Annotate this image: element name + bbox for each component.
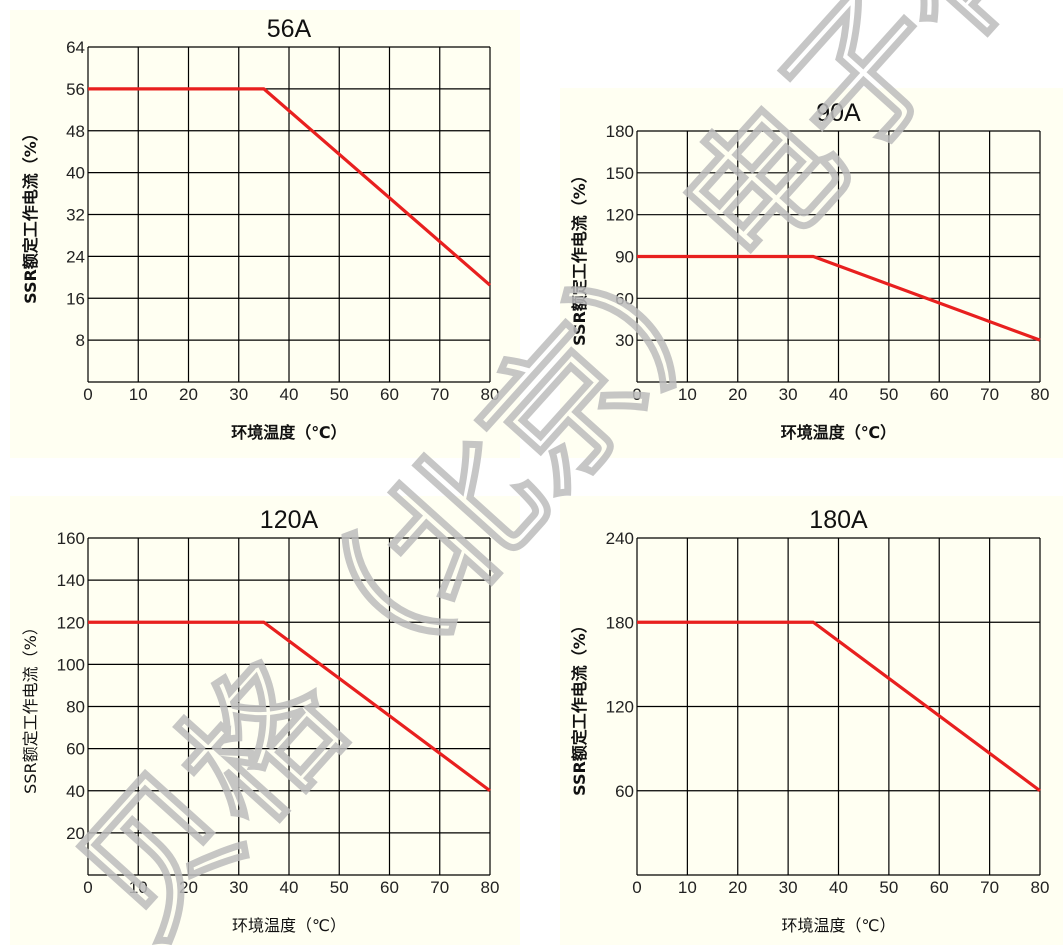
chart-3-x-tick-label-0: 0: [83, 878, 92, 897]
chart-1-series-line-0: [88, 87, 492, 287]
chart-1-y-tick-label-4: 40: [66, 164, 85, 183]
chart-3-series-line-0: [88, 620, 491, 793]
chart-1-y-tick-label-6: 56: [66, 80, 85, 99]
chart-1-x-tick-label-6: 60: [380, 385, 399, 404]
chart-4-title: 180A: [809, 506, 868, 534]
chart-3-x-tick-label-6: 60: [380, 878, 399, 897]
chart-3-y-tick-label-7: 160: [57, 529, 85, 548]
chart-panel-56a: [10, 10, 520, 458]
chart-3-x-tick-label-1: 10: [129, 878, 148, 897]
chart-2-x-tick-label-6: 60: [930, 385, 949, 404]
chart-3-x-tick-label-2: 20: [179, 878, 198, 897]
chart-2-x-tick-label-0: 0: [632, 385, 641, 404]
chart-2-x-tick-label-2: 20: [728, 385, 747, 404]
chart-1-x-tick-label-2: 20: [179, 385, 198, 404]
chart-2-x-tick-label-5: 50: [879, 385, 898, 404]
chart-4-x-tick-label-6: 60: [930, 878, 949, 897]
chart-3-x-tick-label-7: 70: [430, 878, 449, 897]
chart-1-title: 56A: [267, 15, 312, 43]
chart-3-x-tick-label-8: 80: [481, 878, 500, 897]
chart-3-y-tick-label-4: 100: [57, 655, 85, 674]
chart-4-x-tick-label-1: 10: [678, 878, 697, 897]
chart-4-x-tick-label-5: 50: [879, 878, 898, 897]
chart-3-title: 120A: [260, 506, 319, 534]
chart-1-y-tick-label-3: 32: [66, 206, 85, 225]
chart-3-y-tick-label-5: 120: [57, 613, 85, 632]
chart-4-x-tick-label-2: 20: [728, 878, 747, 897]
chart-2-y-tick-label-1: 60: [615, 289, 634, 308]
chart-1-x-tick-label-3: 30: [229, 385, 248, 404]
chart-2-y-axis-label: SSR额定工作电流（%）: [570, 167, 589, 346]
chart-2-y-tick-label-4: 150: [606, 164, 634, 183]
chart-2-x-axis-label: 环境温度（℃）: [781, 423, 896, 442]
chart-4-x-tick-label-0: 0: [632, 878, 641, 897]
chart-panel-180a: [560, 496, 1063, 945]
chart-4-x-axis-label: 环境温度（℃）: [782, 916, 896, 935]
chart-1-x-tick-label-5: 50: [330, 385, 349, 404]
chart-1-x-tick-label-0: 0: [83, 385, 92, 404]
chart-4-x-tick-label-7: 70: [980, 878, 999, 897]
chart-panel-90a: [560, 88, 1063, 458]
chart-1-y-tick-label-1: 16: [66, 289, 85, 308]
chart-4-x-tick-label-4: 40: [829, 878, 848, 897]
chart-3-y-tick-label-1: 40: [66, 782, 85, 801]
chart-1-x-tick-label-4: 40: [280, 385, 299, 404]
chart-1-y-tick-label-0: 8: [76, 331, 85, 350]
chart-4-x-tick-label-3: 30: [779, 878, 798, 897]
chart-2-title: 90A: [816, 99, 861, 127]
chart-3-y-tick-label-6: 140: [57, 571, 85, 590]
chart-4-y-tick-label-0: 60: [615, 782, 634, 801]
chart-2-y-tick-label-2: 90: [615, 248, 634, 267]
chart-1-x-axis-label: 环境温度（℃）: [231, 423, 346, 442]
chart-2-x-tick-label-1: 10: [678, 385, 697, 404]
chart-2-x-tick-label-4: 40: [829, 385, 848, 404]
chart-4-y-tick-label-3: 240: [606, 529, 634, 548]
chart-2-x-tick-label-8: 80: [1031, 385, 1050, 404]
chart-4-y-axis-label: SSR额定工作电流（%）: [570, 617, 589, 796]
chart-3-x-tick-label-4: 40: [280, 878, 299, 897]
chart-2-y-tick-label-5: 180: [606, 122, 634, 141]
chart-1-y-axis-label: SSR额定工作电流（%）: [21, 125, 40, 304]
chart-1-x-tick-label-1: 10: [129, 385, 148, 404]
chart-2-series-line-0: [637, 254, 1041, 342]
chart-1-x-tick-label-7: 70: [430, 385, 449, 404]
chart-3-x-tick-label-5: 50: [330, 878, 349, 897]
chart-3-y-tick-label-3: 80: [66, 698, 85, 717]
chart-2-x-tick-label-3: 30: [779, 385, 798, 404]
chart-3-y-tick-label-2: 60: [66, 740, 85, 759]
chart-2-x-tick-label-7: 70: [980, 385, 999, 404]
chart-2-y-tick-label-3: 120: [606, 206, 634, 225]
chart-3-x-tick-label-3: 30: [229, 878, 248, 897]
chart-2-y-tick-label-0: 30: [615, 331, 634, 350]
chart-1-y-tick-label-2: 24: [66, 247, 85, 266]
chart-4-y-tick-label-1: 120: [606, 698, 634, 717]
chart-4-x-tick-label-8: 80: [1031, 878, 1050, 897]
chart-4-series-line-0: [637, 620, 1041, 793]
chart-1-x-tick-label-8: 80: [481, 385, 500, 404]
chart-1-y-tick-label-7: 64: [66, 38, 85, 57]
chart-4-y-tick-label-2: 180: [606, 613, 634, 632]
chart-1-y-tick-label-5: 48: [66, 122, 85, 141]
chart-3-y-axis-label: SSR额定工作电流（%）: [21, 619, 40, 794]
chart-3-y-tick-label-0: 20: [66, 824, 85, 843]
chart-panel-120a: [10, 496, 520, 945]
chart-3-x-axis-label: 环境温度（℃）: [232, 916, 346, 935]
